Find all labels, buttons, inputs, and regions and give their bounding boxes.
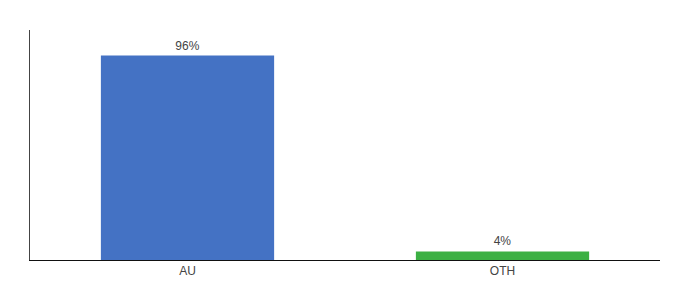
svg-text:96%: 96% — [175, 39, 199, 53]
svg-text:AU: AU — [179, 264, 196, 278]
svg-text:OTH: OTH — [490, 264, 515, 278]
svg-text:4%: 4% — [494, 234, 512, 248]
